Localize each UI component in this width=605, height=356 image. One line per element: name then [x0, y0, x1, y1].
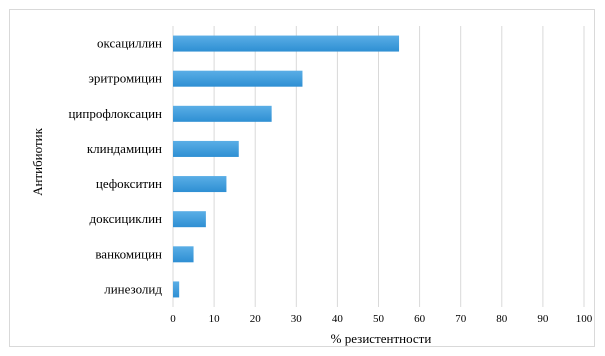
category-label-1: эритромицин [88, 71, 162, 86]
y-axis-title: Антибиотик [30, 127, 45, 196]
category-label-7: линезолид [104, 281, 162, 296]
category-label-3: клиндамицин [87, 141, 162, 156]
category-label-6: ванкомицин [95, 246, 162, 261]
bar-1 [173, 70, 303, 87]
chart-frame [9, 9, 595, 347]
bar-5 [173, 211, 206, 228]
x-tick-label-40: 40 [332, 313, 344, 325]
x-tick-label-20: 20 [250, 313, 262, 325]
bars [173, 35, 400, 298]
grid-lines [172, 26, 585, 307]
x-axis-title: % резистентности [331, 331, 432, 346]
bar-7 [173, 281, 180, 298]
bar-3 [173, 140, 239, 157]
x-tick-label-50: 50 [373, 313, 385, 325]
category-labels: оксациллин эритромицин ципрофлоксацин клинд… [68, 36, 162, 297]
category-label-0: оксациллин [97, 36, 162, 51]
x-tick-label-90: 90 [537, 313, 549, 325]
category-label-5: доксициклин [90, 211, 163, 226]
bar-2 [173, 105, 272, 122]
x-tick-label-30: 30 [291, 313, 303, 325]
x-tick-label-0: 0 [170, 313, 176, 325]
x-tick-labels: 0 10 20 30 40 50 60 70 80 90 100 [170, 313, 593, 325]
bar-6 [173, 246, 194, 263]
x-tick-label-10: 10 [209, 313, 221, 325]
category-label-2: ципрофлоксацин [68, 106, 162, 121]
x-tick-label-100: 100 [576, 313, 593, 325]
bar-0 [173, 35, 400, 52]
x-tick-label-80: 80 [496, 313, 508, 325]
category-label-4: цефокситин [96, 176, 162, 191]
bar-4 [173, 176, 227, 193]
x-tick-label-60: 60 [414, 313, 426, 325]
x-tick-label-70: 70 [455, 313, 467, 325]
